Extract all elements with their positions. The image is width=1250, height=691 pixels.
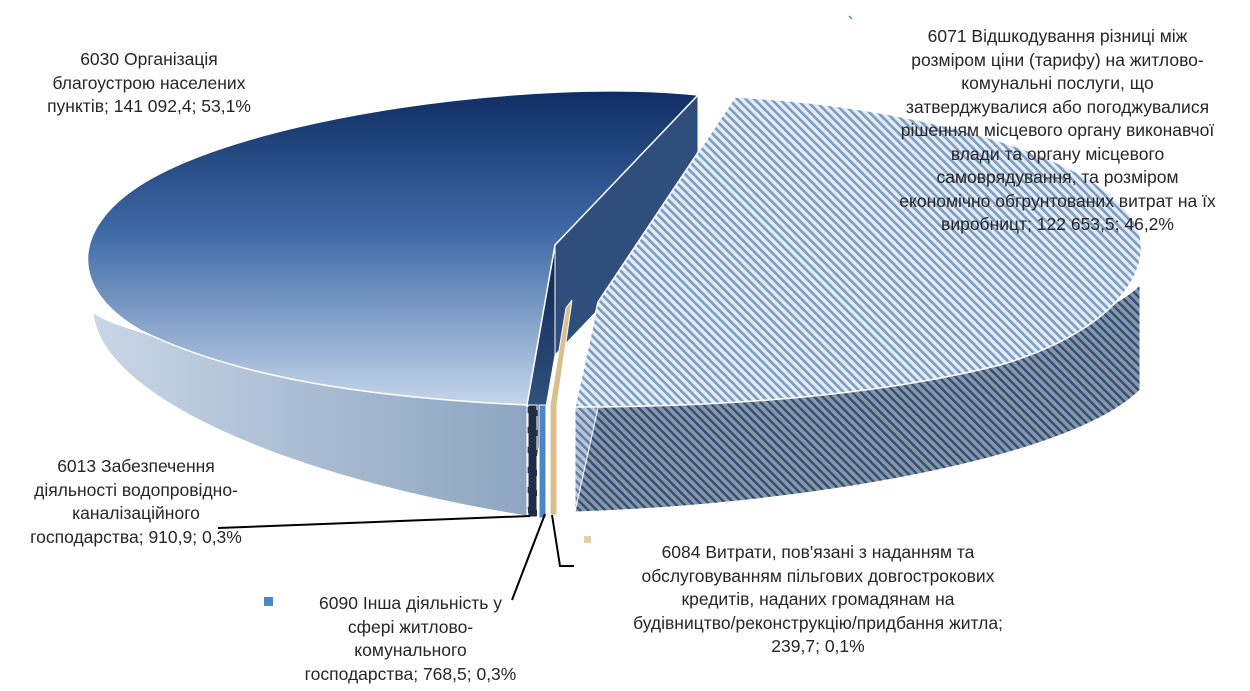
slice-6030 [86,90,700,517]
slice-6084-mark [549,299,573,516]
data-label-line: кредитів, наданих громадянам на [681,589,955,609]
data-label-6071: 6071 Відшкодування різниці між розміром ц… [865,25,1250,237]
data-label-line: господарства; 910,9; 0,3% [30,526,242,547]
data-label-line: виробницт; 122 653,5; 46,2% [941,214,1174,234]
data-label-line: розміром ціни (тарифу) на житлово- [911,49,1204,70]
data-label-line: благоустрою населених [52,72,246,93]
data-label-6030: 6030 Організація благоустрою населених пун… [20,48,278,119]
data-label-line: 6013 Забезпечення [57,456,215,476]
data-label-line: 6030 Організація [80,49,218,69]
stray-mark [848,15,853,20]
data-label-line: пунктів; 141 092,4; 53,1% [47,96,251,116]
slice-6071 [574,96,1143,513]
data-label-line: господарства; 768,5; 0,3% [304,663,517,684]
legend-swatch-6090 [264,597,273,606]
data-label-line: рішенням місцевого органу виконавчої [900,120,1215,140]
leader-6084 [551,514,574,567]
slice-6013 [527,404,538,518]
slice-6071-top [574,96,1143,408]
data-label-line: сфері житлово- [347,616,474,637]
slice-6084 [549,299,573,516]
data-label-line: 6071 Відшкодування різниці між [927,26,1188,46]
slice-6090 [538,404,547,519]
data-label-line: 239,7; 0,1% [771,636,865,656]
data-label-line: самоврядування, та розміром [936,167,1179,187]
data-label-line: комунального [354,640,467,660]
data-label-line: діяльності водопровідно- [34,479,238,500]
leader-6090 [511,513,546,601]
data-label-line: затверджувалися або погоджувалися [905,96,1210,117]
data-label-line: 6084 Витрати, пов'язані з наданням та [661,542,975,562]
data-label-line: комунальні послуги, що [961,73,1154,93]
leader-6013 [217,515,531,529]
data-label-6084: 6084 Витрати, пов'язані з наданням та обс… [583,541,1053,659]
data-label-line: 6090 Інша діяльність у [319,593,502,613]
slice-6090-mark [538,404,547,519]
slice-6030-top [86,90,700,406]
data-label-line: каналізаційного [72,503,200,523]
data-label-line: економічно обгрунтованих витрат на їх [899,190,1216,211]
data-label-line: будівництво/реконструкцію/придбання житл… [633,612,1003,633]
legend-swatch-6084 [584,536,591,543]
data-label-line: обслуговуванням пільгових довгострокових [641,565,995,586]
data-label-line: влади та органу місцевого [950,143,1165,164]
data-label-6013: 6013 Забезпечення діяльності водопровідно… [0,455,272,549]
data-label-6090: 6090 Інша діяльність у сфері житлово-кому… [268,592,553,686]
slice-6013-mark [527,404,538,518]
